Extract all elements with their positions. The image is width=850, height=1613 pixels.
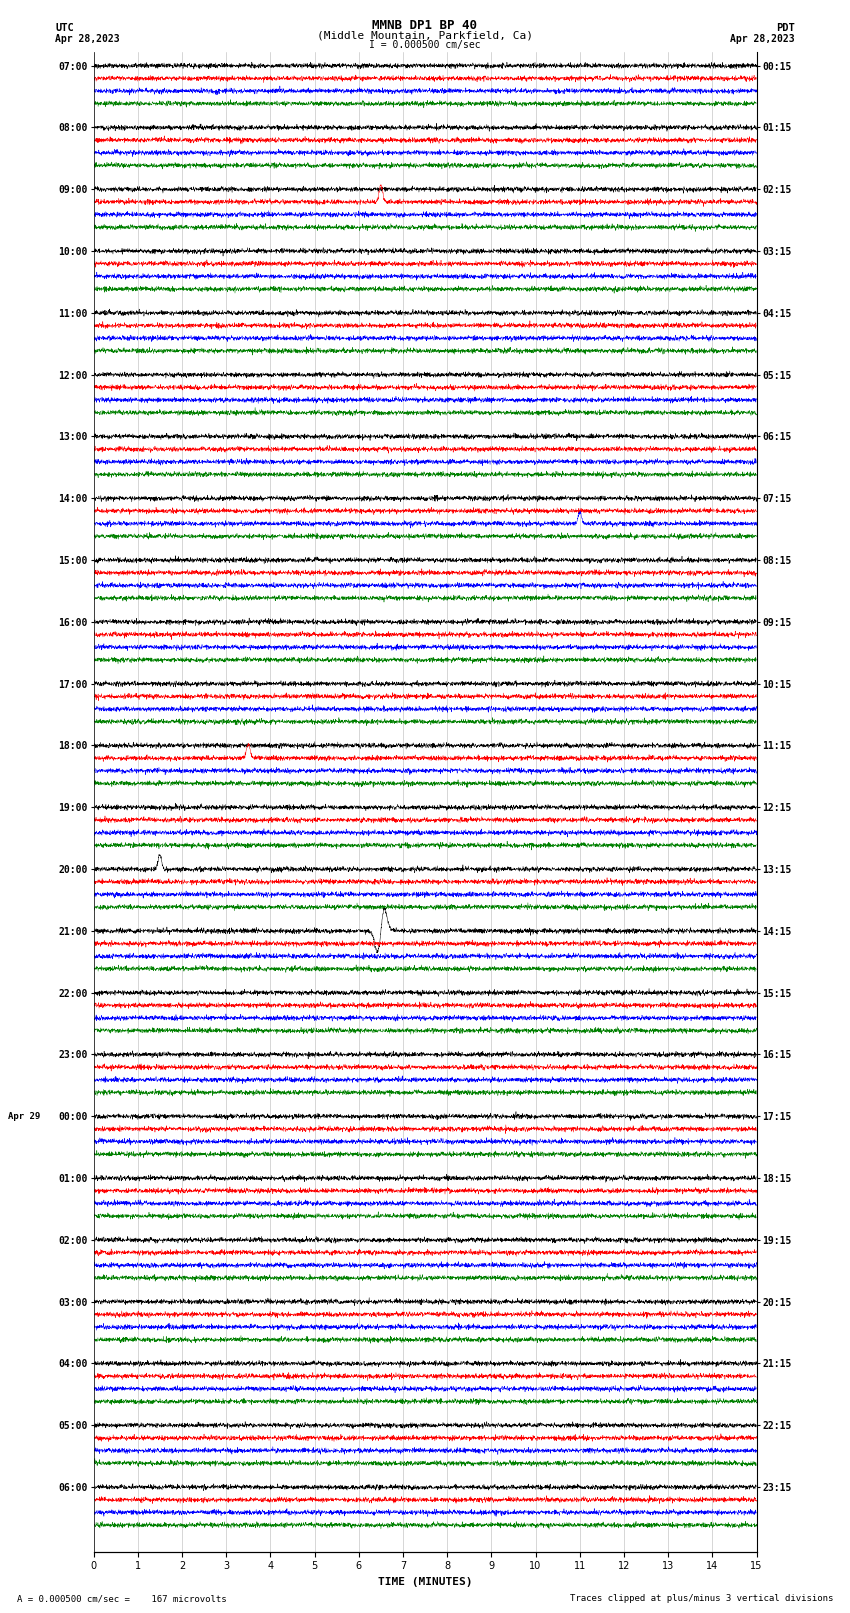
Text: (Middle Mountain, Parkfield, Ca): (Middle Mountain, Parkfield, Ca) xyxy=(317,31,533,40)
Text: A = 0.000500 cm/sec =    167 microvolts: A = 0.000500 cm/sec = 167 microvolts xyxy=(17,1594,227,1603)
Text: MMNB DP1 BP 40: MMNB DP1 BP 40 xyxy=(372,19,478,32)
Text: Apr 28,2023: Apr 28,2023 xyxy=(730,34,795,44)
Text: Apr 29: Apr 29 xyxy=(8,1111,41,1121)
X-axis label: TIME (MINUTES): TIME (MINUTES) xyxy=(377,1578,473,1587)
Text: PDT: PDT xyxy=(776,23,795,32)
Text: Traces clipped at plus/minus 3 vertical divisions: Traces clipped at plus/minus 3 vertical … xyxy=(570,1594,833,1603)
Text: UTC: UTC xyxy=(55,23,74,32)
Text: Apr 28,2023: Apr 28,2023 xyxy=(55,34,120,44)
Text: I = 0.000500 cm/sec: I = 0.000500 cm/sec xyxy=(369,40,481,50)
